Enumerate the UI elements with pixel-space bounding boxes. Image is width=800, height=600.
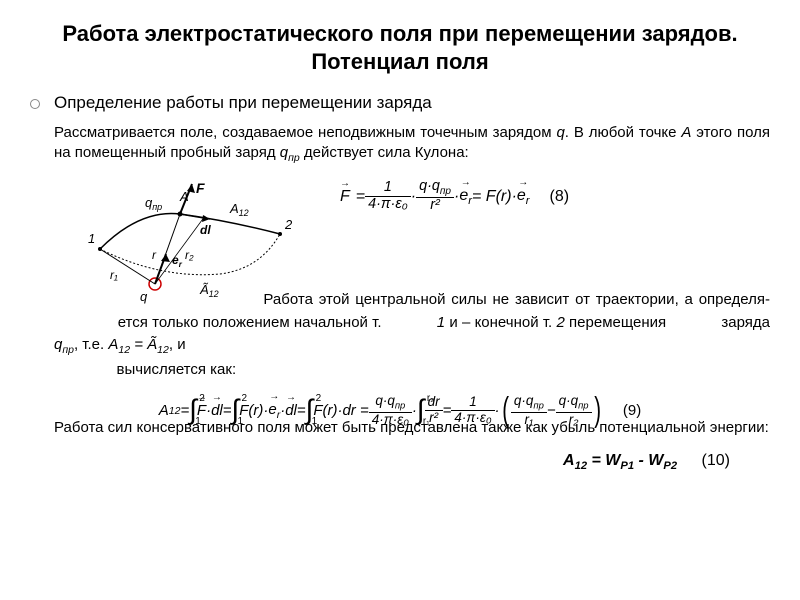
- eq-number-10: (10): [702, 452, 730, 469]
- equation-10: A12 = WP1 - WP2 (10): [30, 452, 730, 472]
- svg-text:er: er: [172, 253, 183, 269]
- bullet-marker: [30, 99, 40, 109]
- bullet-item: Определение работы при перемещении заряд…: [30, 93, 770, 113]
- paragraph-3: Работа сил консервативного поля может бы…: [54, 418, 770, 438]
- svg-text:r₁: r₁: [110, 268, 118, 282]
- paragraph-1: Рассматривается поле, создаваемое неподв…: [54, 123, 770, 165]
- svg-text:F: F: [196, 180, 205, 196]
- page-title: Работа электростатического поля при пере…: [30, 20, 770, 75]
- equation-8: F = 14·π·ε₀ · q·qпрr² · er = F(r)·er (8): [340, 179, 569, 214]
- bullet-text: Определение работы при перемещении заряд…: [54, 93, 432, 113]
- eq-number-9: (9): [623, 402, 641, 419]
- svg-text:dl: dl: [200, 223, 211, 237]
- svg-text:1: 1: [88, 231, 95, 246]
- svg-text:2: 2: [284, 217, 293, 232]
- svg-text:A12: A12: [229, 201, 249, 218]
- svg-text:qпр: qпр: [145, 195, 162, 212]
- svg-text:r: r: [152, 248, 157, 262]
- svg-text:r₂: r₂: [185, 248, 194, 262]
- eq-number-8: (8): [550, 188, 570, 206]
- paragraph-2: Работа этой центральной силы не зависит …: [54, 289, 770, 381]
